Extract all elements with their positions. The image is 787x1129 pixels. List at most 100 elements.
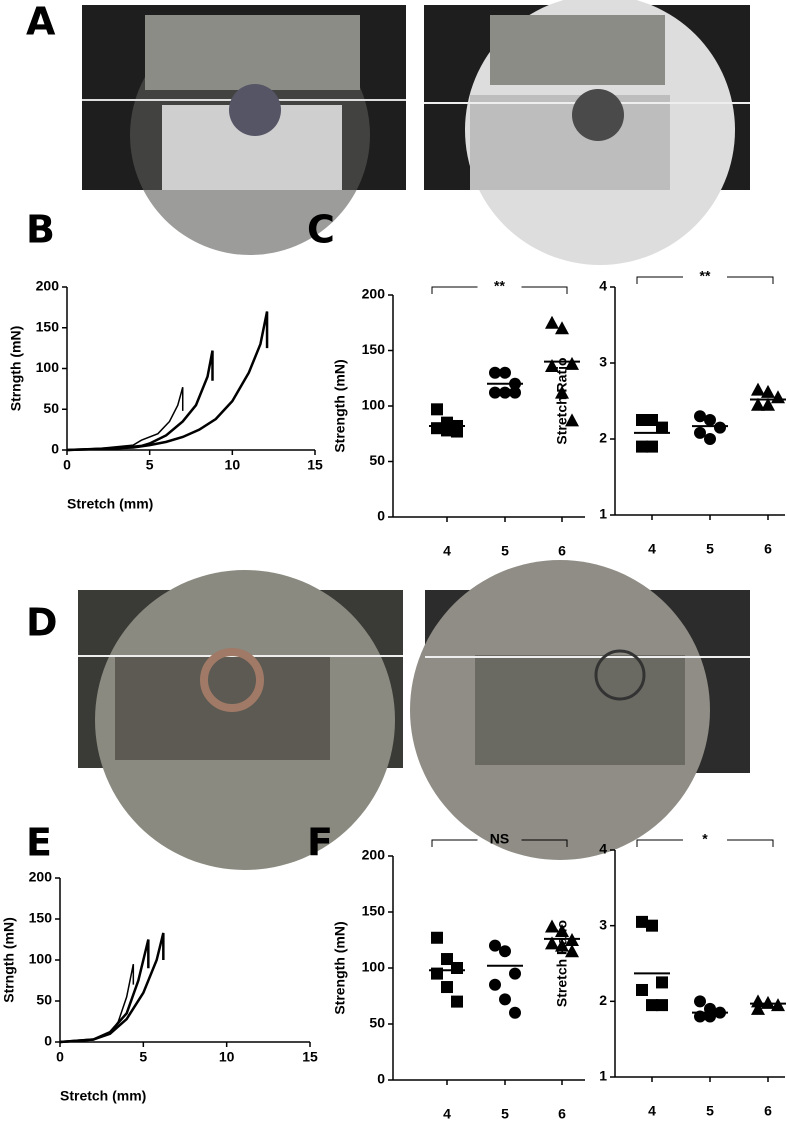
- panel-label: D: [26, 601, 58, 645]
- point: [714, 421, 726, 434]
- photo-d-left: [78, 570, 403, 870]
- y-tick-label: 200: [29, 869, 53, 885]
- point: [451, 995, 463, 1008]
- y-tick-label: 50: [369, 452, 385, 468]
- x-tick-label: 0: [56, 1049, 64, 1065]
- point: [489, 386, 501, 399]
- point: [441, 981, 453, 994]
- y-tick-label: 50: [369, 1015, 385, 1031]
- point: [646, 919, 658, 932]
- y-tick-label: 50: [43, 400, 59, 416]
- point: [751, 397, 765, 411]
- significance-bracket: [636, 839, 774, 847]
- x-axis-label: Stretch (mm): [67, 496, 153, 512]
- y-tick-label: 3: [599, 354, 607, 370]
- y-axis-label: Strength (mN): [332, 921, 348, 1014]
- y-axis-label: Strngth (mN): [8, 326, 24, 412]
- point: [555, 938, 569, 952]
- x-tick-label: 5: [146, 457, 154, 473]
- point: [751, 1001, 765, 1015]
- point: [441, 953, 453, 966]
- y-tick-label: 200: [36, 278, 60, 294]
- y-tick-label: 0: [377, 1071, 385, 1087]
- point: [694, 426, 706, 439]
- point: [565, 356, 579, 370]
- point: [771, 998, 785, 1012]
- point: [646, 414, 658, 426]
- point: [761, 384, 775, 398]
- point: [545, 919, 559, 933]
- point: [636, 915, 648, 928]
- point: [489, 939, 501, 952]
- significance-label: NS: [490, 831, 509, 847]
- point: [704, 433, 716, 445]
- x-tick-label: 5: [501, 1106, 509, 1122]
- point: [555, 385, 569, 399]
- x-tick-label: 4: [443, 1106, 451, 1122]
- y-tick-label: 100: [29, 951, 53, 967]
- y-tick-label: 200: [362, 286, 386, 302]
- point: [761, 397, 775, 411]
- point: [509, 1006, 521, 1019]
- x-tick-label: 10: [219, 1049, 235, 1065]
- x-tick-label: 6: [558, 1106, 566, 1122]
- point: [431, 403, 443, 416]
- point: [545, 359, 559, 373]
- point: [646, 999, 658, 1012]
- point: [751, 382, 765, 396]
- point: [545, 936, 559, 950]
- x-tick-label: 0: [63, 457, 71, 473]
- y-tick-label: 4: [599, 278, 607, 294]
- significance-bracket: [431, 286, 568, 294]
- y-tick-label: 150: [36, 318, 60, 334]
- photo-a-left: [82, 5, 406, 255]
- x-tick-label: 4: [443, 543, 451, 559]
- significance-label: **: [700, 268, 711, 284]
- x-tick-label: 4: [648, 1103, 656, 1119]
- point: [646, 440, 658, 453]
- x-tick-label: 6: [558, 543, 566, 559]
- significance-bracket: [431, 839, 568, 847]
- y-tick-label: 150: [29, 910, 53, 926]
- point: [509, 386, 521, 399]
- y-tick-label: 2: [599, 430, 607, 446]
- curve: [59, 932, 165, 1044]
- point: [499, 993, 511, 1006]
- point: [656, 999, 668, 1012]
- point: [509, 967, 521, 980]
- panel-label: F: [307, 821, 333, 865]
- point: [694, 995, 706, 1008]
- point: [565, 944, 579, 958]
- point: [451, 962, 463, 974]
- y-axis-label: Strength (mN): [332, 359, 348, 452]
- point: [694, 410, 706, 423]
- curve: [59, 939, 150, 1044]
- x-tick-label: 10: [225, 457, 241, 473]
- x-tick-label: 4: [648, 541, 656, 557]
- y-tick-label: 100: [362, 959, 386, 975]
- point: [489, 978, 501, 991]
- point: [656, 976, 668, 989]
- y-tick-label: 150: [362, 341, 386, 357]
- point: [636, 414, 648, 426]
- y-tick-label: 200: [362, 847, 386, 863]
- x-tick-label: 5: [706, 541, 714, 557]
- point: [545, 315, 559, 329]
- y-tick-label: 2: [599, 992, 607, 1008]
- x-tick-label: 5: [501, 543, 509, 559]
- x-tick-label: 15: [307, 457, 323, 473]
- y-tick-label: 0: [44, 1033, 52, 1049]
- x-tick-label: 6: [764, 1103, 772, 1119]
- point: [431, 931, 443, 944]
- significance-label: *: [702, 831, 708, 847]
- y-tick-label: 100: [362, 397, 386, 413]
- point: [761, 995, 775, 1009]
- y-tick-label: 100: [36, 359, 60, 375]
- photo-a-right: [424, 0, 750, 265]
- photo-d-right: [410, 560, 750, 860]
- x-axis-label: Stretch (mm): [60, 1088, 146, 1104]
- y-tick-label: 4: [599, 841, 607, 857]
- point: [499, 945, 511, 958]
- panel-label: C: [307, 208, 335, 252]
